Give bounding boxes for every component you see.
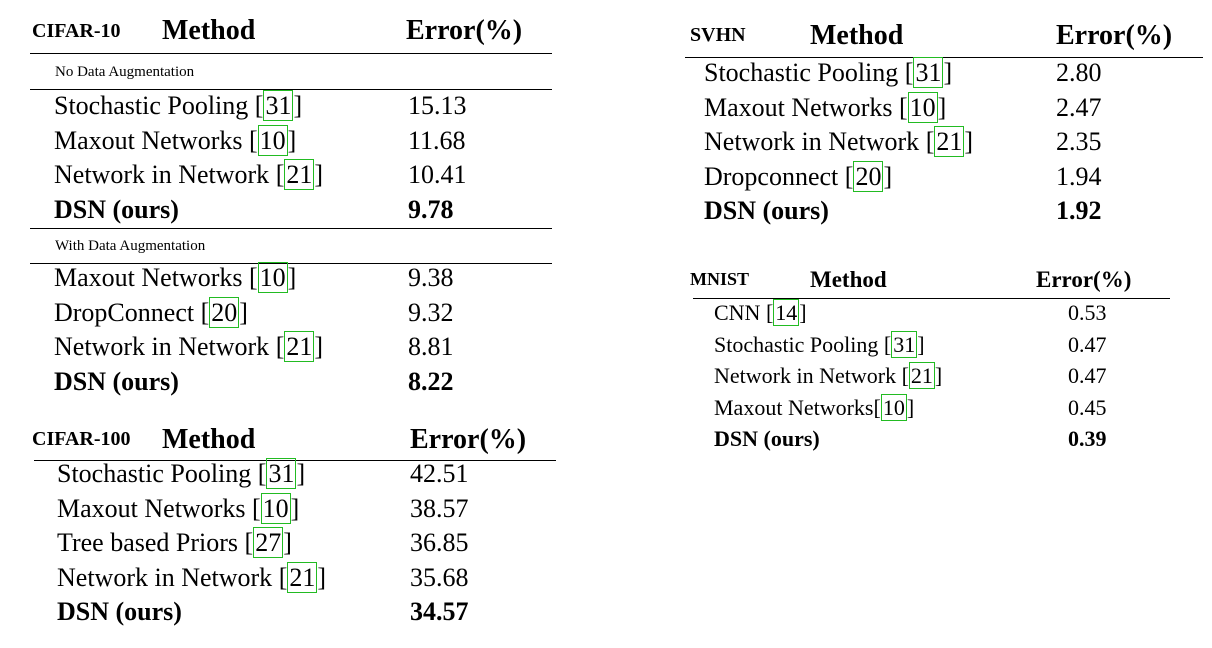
table-row: Maxout Networks [10] <box>54 124 297 156</box>
error-value: 9.38 <box>408 263 454 292</box>
method-header: Method <box>810 20 904 51</box>
header-rule <box>693 298 1170 299</box>
table-row: DSN (ours) <box>704 196 829 225</box>
table-row: Maxout Networks[10] <box>714 393 915 421</box>
dataset-label: CIFAR-100 <box>32 428 131 450</box>
error-column: 0.53 0.47 0.47 0.45 0.39 <box>1068 297 1107 455</box>
error-value: 9.32 <box>408 297 454 327</box>
citation-link[interactable]: 21 <box>287 561 318 593</box>
section-divider <box>30 228 552 229</box>
table-row: Network in Network [21] <box>54 331 324 362</box>
error-value: 36.85 <box>410 528 469 557</box>
error-value: 34.57 <box>410 597 469 626</box>
header-rule <box>34 460 556 461</box>
error-value: 0.45 <box>1068 394 1107 420</box>
table-row: Maxout Networks [10] <box>54 262 297 293</box>
table-row: Maxout Networks [10] <box>704 91 947 123</box>
error-header: Error(%) <box>1056 20 1173 51</box>
error-header: Error(%) <box>410 424 527 455</box>
header-rule <box>30 53 552 54</box>
table-row: Stochastic Pooling [31] <box>57 458 306 489</box>
citation-link[interactable]: 20 <box>853 160 884 192</box>
error-value: 0.53 <box>1068 300 1107 325</box>
error-value: 0.47 <box>1068 331 1107 357</box>
citation-link[interactable]: 31 <box>891 330 918 358</box>
error-header: Error(%) <box>1036 267 1132 292</box>
method-column: CNN [14] Stochastic Pooling [31] Network… <box>714 297 942 455</box>
method-column: Stochastic Pooling [31] Maxout Networks … <box>54 89 323 227</box>
citation-link[interactable]: 21 <box>934 126 965 157</box>
table-row: Tree based Priors [27] <box>57 527 292 558</box>
error-value: 42.51 <box>410 459 469 488</box>
citation-link[interactable]: 20 <box>209 296 240 328</box>
error-value: 2.35 <box>1056 127 1102 156</box>
citation-link[interactable]: 10 <box>907 91 938 123</box>
table-row: Maxout Networks [10] <box>57 492 300 524</box>
error-value: 8.22 <box>408 366 454 396</box>
error-value: 1.92 <box>1056 196 1102 225</box>
method-column: Stochastic Pooling [31] Maxout Networks … <box>57 457 326 630</box>
section-label: With Data Augmentation <box>55 238 206 254</box>
table-row: Network in Network [21] <box>54 159 324 190</box>
table-row: Network in Network [21] <box>57 561 327 593</box>
citation-link[interactable]: 31 <box>913 57 944 88</box>
citation-link[interactable]: 21 <box>284 331 315 362</box>
error-value: 2.47 <box>1056 92 1102 122</box>
error-value: 9.78 <box>408 194 454 224</box>
error-value: 0.39 <box>1068 426 1107 451</box>
method-header: Method <box>162 15 256 46</box>
table-row: CNN [14] <box>714 299 807 326</box>
table-row: DSN (ours) <box>54 366 179 396</box>
table-row: Dropconnect [20] <box>704 160 893 192</box>
method-column: Stochastic Pooling [31] Maxout Networks … <box>704 56 973 229</box>
error-column: 9.38 9.32 8.81 8.22 <box>408 261 454 399</box>
method-header: Method <box>810 267 887 292</box>
table-row: Network in Network [21] <box>704 126 974 157</box>
error-value: 11.68 <box>408 125 466 155</box>
table-row: DropConnect [20] <box>54 296 248 328</box>
table-row: DSN (ours) <box>57 597 182 626</box>
method-header: Method <box>162 424 256 455</box>
error-value: 10.41 <box>408 160 467 189</box>
dataset-label: SVHN <box>690 24 746 46</box>
citation-link[interactable]: 21 <box>284 159 315 190</box>
method-column: Maxout Networks [10] DropConnect [20] Ne… <box>54 261 323 399</box>
section-rule <box>30 89 552 90</box>
error-column: 42.51 38.57 36.85 35.68 34.57 <box>410 457 469 630</box>
error-value: 38.57 <box>410 493 469 523</box>
error-value: 8.81 <box>408 332 454 361</box>
error-value: 35.68 <box>410 562 469 592</box>
citation-link[interactable]: 31 <box>266 458 297 489</box>
section-rule <box>30 263 552 264</box>
error-value: 1.94 <box>1056 161 1102 191</box>
citation-link[interactable]: 10 <box>880 393 907 421</box>
table-row: Stochastic Pooling [31] <box>714 330 925 358</box>
table-row: DSN (ours) <box>54 194 179 224</box>
error-header: Error(%) <box>406 15 523 46</box>
table-row: Network in Network [21] <box>714 362 943 389</box>
citation-link[interactable]: 14 <box>773 299 800 326</box>
dataset-label: CIFAR-10 <box>32 20 121 42</box>
citation-link[interactable]: 31 <box>263 90 294 121</box>
table-row: DSN (ours) <box>714 426 820 451</box>
citation-link[interactable]: 10 <box>260 492 291 524</box>
section-label: No Data Augmentation <box>55 64 195 80</box>
header-rule <box>685 57 1203 58</box>
citation-link[interactable]: 27 <box>253 527 284 558</box>
error-column: 15.13 11.68 10.41 9.78 <box>408 89 467 227</box>
error-column: 2.80 2.47 2.35 1.94 1.92 <box>1056 56 1102 229</box>
error-value: 0.47 <box>1068 363 1107 388</box>
error-value: 15.13 <box>408 91 467 120</box>
dataset-label: MNIST <box>690 269 750 289</box>
table-row: Stochastic Pooling [31] <box>54 90 303 121</box>
citation-link[interactable]: 10 <box>257 262 288 293</box>
citation-link[interactable]: 21 <box>908 362 935 389</box>
table-row: Stochastic Pooling [31] <box>704 57 953 88</box>
citation-link[interactable]: 10 <box>257 124 288 156</box>
error-value: 2.80 <box>1056 58 1102 87</box>
